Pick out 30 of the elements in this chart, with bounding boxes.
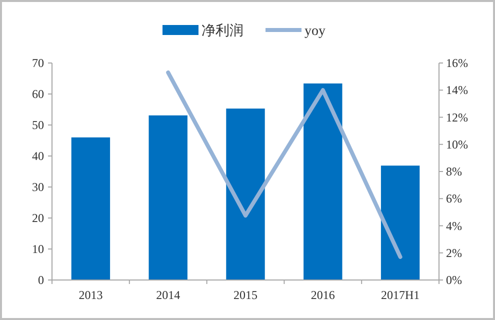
legend-label: yoy [304, 24, 326, 39]
y2-tick-label: 8% [446, 164, 462, 178]
bar [71, 137, 110, 280]
y2-tick-label: 2% [446, 246, 462, 260]
y-tick-label: 50 [32, 118, 44, 132]
x-tick-label: 2013 [78, 288, 103, 302]
line-series [166, 70, 402, 259]
y2-tick-label: 6% [446, 192, 462, 206]
y-tick-label: 30 [32, 180, 44, 194]
y-tick-label: 20 [32, 211, 44, 225]
y-tick-label: 70 [32, 56, 44, 70]
y2-tick-label: 10% [446, 137, 468, 152]
x-tick-label: 2016 [310, 288, 335, 302]
y2-tick-label: 4% [446, 218, 462, 233]
bar [148, 115, 188, 280]
y-tick-label: 10 [32, 242, 44, 256]
y2-tick-label: 14% [446, 83, 468, 98]
x-tick-label: 2017H1 [380, 288, 420, 302]
bar [380, 166, 420, 280]
y-tick-label: 60 [32, 87, 44, 101]
legend-label: 净利润 [202, 23, 244, 39]
y2-tick-label: 0% [446, 273, 462, 287]
x-tick-label: 2014 [156, 288, 180, 302]
bar [304, 83, 342, 280]
bar [226, 108, 265, 280]
y-tick-label: 40 [32, 149, 44, 163]
x-tick-label: 2015 [234, 288, 258, 302]
y2-tick-label: 16% [446, 56, 468, 70]
y-tick-label: 0 [38, 273, 44, 287]
y2-tick-label: 12% [446, 110, 468, 124]
